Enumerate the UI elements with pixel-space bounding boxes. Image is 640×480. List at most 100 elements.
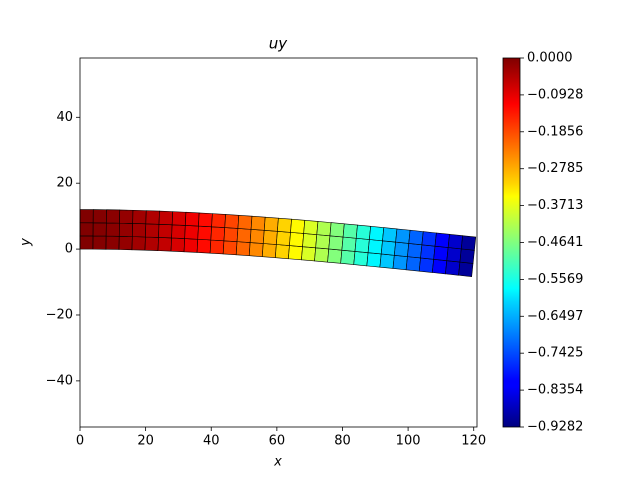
x-tick-label: 20 — [137, 434, 154, 449]
colorbar-tick-label: 0.0000 — [527, 51, 573, 66]
mesh-element — [145, 210, 160, 225]
colorbar-tick-label: −0.1856 — [527, 124, 583, 139]
mesh-element — [276, 231, 291, 246]
mesh-element — [446, 247, 462, 263]
colorbar-tick-label: −0.0928 — [527, 87, 583, 102]
mesh-element — [408, 229, 424, 246]
mesh-element — [340, 249, 356, 265]
x-tick-label: 40 — [203, 434, 220, 449]
mesh-element — [458, 261, 474, 277]
mesh-element — [132, 209, 147, 225]
colorbar — [502, 57, 521, 428]
mesh-element — [329, 222, 345, 238]
x-tick-label: 60 — [269, 434, 286, 449]
mesh-element — [382, 227, 398, 243]
mesh-element — [302, 233, 318, 249]
mesh-element — [392, 254, 408, 271]
mesh-element — [131, 236, 146, 251]
mesh-element — [407, 243, 423, 259]
mesh-element — [342, 223, 358, 239]
mesh-element — [353, 251, 369, 267]
mesh-element — [79, 222, 94, 237]
mesh-element — [132, 223, 147, 238]
mesh-element — [118, 236, 133, 251]
x-axis-label: x — [273, 455, 282, 470]
mesh-element — [447, 233, 463, 250]
chart-title: uy — [269, 35, 289, 53]
mesh-element — [460, 235, 477, 251]
mesh-element — [184, 211, 200, 227]
mesh-element — [145, 223, 160, 238]
mesh-element — [222, 240, 238, 256]
mesh-element — [289, 232, 304, 247]
mesh-element — [118, 222, 133, 237]
mesh-element — [79, 209, 94, 224]
mesh-element — [171, 211, 187, 226]
mesh-element — [369, 225, 385, 242]
mesh-element — [158, 223, 173, 239]
x-tick-label: 0 — [76, 434, 84, 449]
mesh-element — [261, 243, 277, 259]
mesh-element — [211, 213, 226, 228]
colorbar-tick-label: −0.4641 — [527, 235, 583, 250]
mesh-element — [237, 214, 253, 230]
mesh-element — [210, 226, 226, 242]
mesh-element — [262, 230, 278, 245]
mesh-element — [431, 258, 448, 275]
mesh-element — [380, 240, 396, 256]
mesh-element — [171, 224, 186, 239]
y-tick-label: 0 — [65, 242, 73, 257]
mesh-element — [288, 245, 303, 261]
mesh-element — [445, 260, 461, 276]
x-tick-label: 120 — [461, 434, 486, 449]
colorbar-tick-label: −0.5569 — [527, 272, 583, 287]
mesh-element — [379, 253, 395, 269]
mesh-element — [367, 239, 383, 255]
mesh-element — [224, 214, 240, 229]
colorbar-tick-label: −0.2785 — [527, 161, 583, 176]
mesh-element — [196, 238, 212, 254]
colorbar-tick-label: −0.3713 — [527, 198, 583, 213]
mesh-element — [105, 222, 120, 237]
mesh-element — [105, 235, 120, 250]
mesh-element — [92, 235, 107, 250]
mesh-element — [92, 209, 107, 224]
mesh-element — [263, 216, 279, 232]
mesh-element — [315, 234, 331, 250]
colorbar-tick-label: −0.9282 — [527, 420, 583, 435]
mesh-element — [274, 244, 290, 260]
mesh-element — [366, 252, 382, 268]
mesh-element — [418, 257, 434, 273]
y-axis-label: y — [19, 238, 34, 247]
y-tick-label: 40 — [56, 110, 73, 125]
mesh-element — [79, 235, 94, 250]
mesh-element — [301, 246, 316, 262]
mesh-element — [328, 235, 344, 251]
mesh-element — [459, 248, 475, 264]
mesh-element — [327, 248, 343, 264]
mesh-element — [184, 225, 199, 240]
mesh-element — [316, 221, 332, 237]
y-tick-label: −40 — [46, 373, 73, 388]
mesh-element — [303, 219, 319, 235]
mesh-element — [393, 241, 410, 257]
colorbar-tick-label: −0.7425 — [527, 346, 583, 361]
mesh-element — [434, 232, 450, 248]
mesh-element — [119, 209, 134, 224]
mesh-element — [158, 210, 174, 226]
plot-frame — [79, 57, 478, 428]
x-tick-label: 80 — [334, 434, 351, 449]
mesh-element — [341, 236, 357, 252]
mesh-element — [395, 228, 411, 244]
mesh-element — [290, 218, 306, 234]
mesh-element — [420, 244, 436, 260]
y-tick-label: 20 — [56, 176, 73, 191]
mesh-element — [209, 239, 225, 255]
mesh-element — [223, 227, 239, 242]
mesh-element — [433, 245, 449, 262]
mesh-element — [421, 231, 437, 247]
mesh-element — [405, 256, 421, 272]
mesh-element — [354, 237, 370, 254]
colorbar-tick-label: −0.6497 — [527, 309, 583, 324]
